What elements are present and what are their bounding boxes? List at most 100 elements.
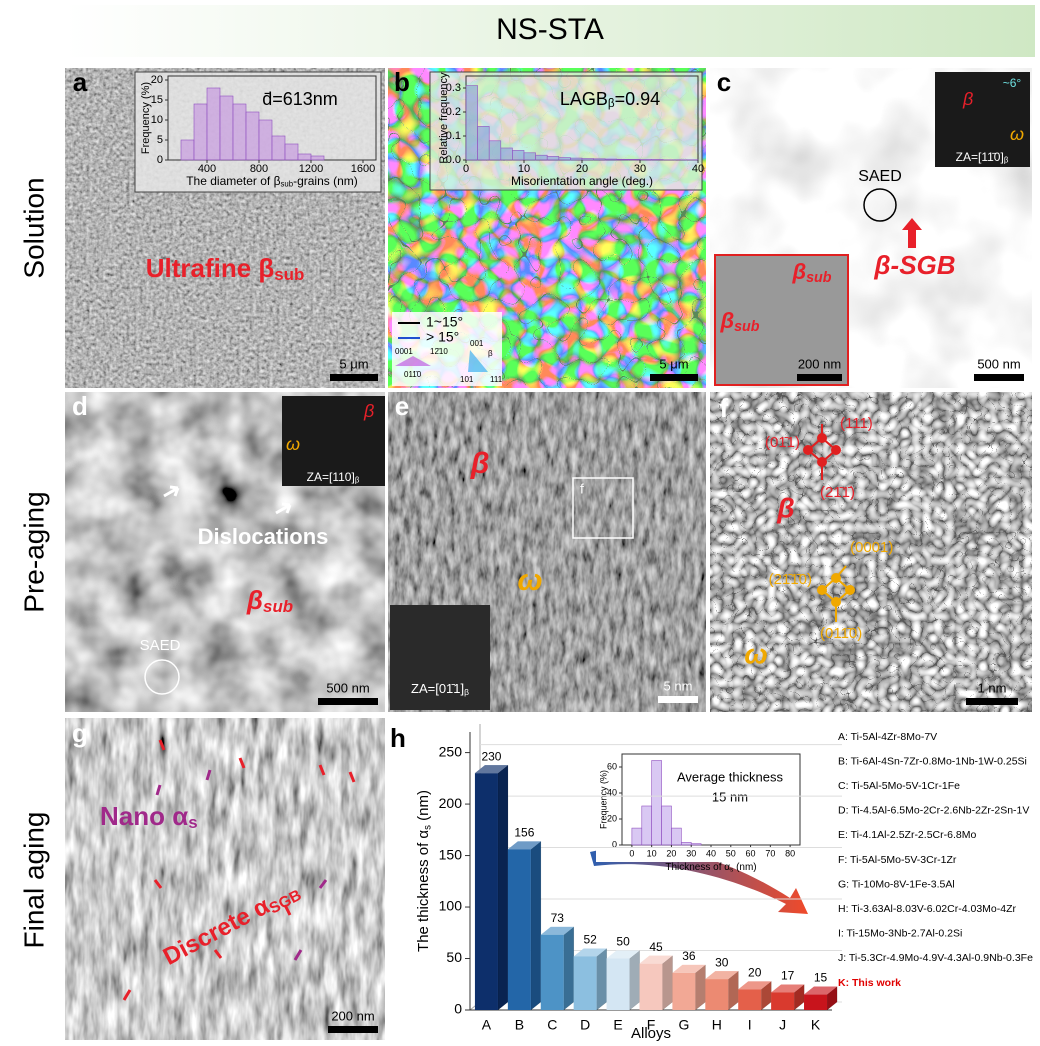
x-tick-label: 40 — [692, 163, 704, 175]
histogram-bar — [488, 140, 502, 161]
x-tick-label: I — [748, 1017, 752, 1033]
x-tick-label: 70 — [765, 848, 775, 858]
bar-top — [738, 981, 772, 990]
bar-top-shade — [705, 971, 739, 980]
bar — [804, 994, 828, 1010]
bar-side-shade — [497, 765, 508, 1010]
x-axis-label: The diameter of βsub-grains (nm) — [186, 174, 358, 189]
scale-bar — [650, 374, 698, 381]
box-label: f — [580, 481, 584, 497]
histogram-bar — [297, 153, 312, 161]
bar — [606, 958, 630, 1010]
x-tick-label: H — [712, 1017, 722, 1033]
panel-letter: c — [717, 67, 731, 97]
alloy-label: A: Ti-5Al-4Zr-8Mo-7V — [838, 731, 937, 743]
ipf-label: 001 — [470, 339, 484, 348]
plane-label: (011̄0) — [820, 625, 862, 642]
y-tick-label: 5 — [157, 134, 163, 146]
subscript: sub — [274, 265, 304, 284]
bar-top-shade — [672, 964, 706, 973]
panel-letter: e — [395, 391, 409, 421]
scale-bar-label: 1 nm — [978, 680, 1007, 695]
subscript: β — [355, 476, 360, 485]
grain-label: βsub — [791, 259, 831, 286]
text-segment: ZA=[11̄0] — [956, 150, 1004, 164]
annotation: Ultrafine βsub — [146, 253, 305, 285]
bar-top-shade — [639, 955, 673, 964]
y-tick-label: 10 — [151, 114, 163, 126]
alloy-label: G: Ti-10Mo-8V-1Fe-3.5Al — [838, 878, 955, 890]
bar-top — [804, 986, 838, 995]
bar — [738, 989, 762, 1010]
y-axis-label: Relative frequency — [438, 72, 450, 164]
value-label: 17 — [781, 969, 795, 983]
x-tick-label: 0 — [463, 163, 469, 175]
bar — [705, 979, 729, 1010]
bar-side-shade — [827, 986, 838, 1010]
subscript: β — [464, 687, 469, 697]
histogram-bar — [558, 157, 571, 161]
annotation: Nano αs — [100, 801, 198, 833]
scale-bar-label: 5 μm — [339, 356, 368, 371]
alloy-label: H: Ti-3.63Al-8.03V-6.02Cr-4.03Mo-4Zr — [838, 903, 1016, 915]
pattern-label: ~6° — [1003, 76, 1022, 90]
subscript: β — [608, 97, 615, 110]
scale-bar — [658, 696, 698, 703]
bar-top-shade — [573, 948, 607, 957]
text-segment: The thickness of α — [415, 830, 432, 952]
text-segment: The diameter of β — [186, 174, 280, 188]
y-tick-label: 20 — [151, 74, 163, 86]
bar-side-shade — [596, 948, 607, 1010]
text-segment: ZA=[110] — [307, 470, 355, 484]
x-tick-label: 50 — [726, 848, 736, 858]
bar-side-shade — [530, 841, 541, 1010]
alloy-label: F: Ti-5Al-5Mo-5V-3Cr-1Zr — [838, 854, 957, 866]
text-segment: (nm) — [415, 790, 432, 825]
text-segment: ZA=[01̄1] — [411, 681, 464, 696]
box-f — [572, 477, 634, 539]
histogram-bar — [681, 842, 692, 846]
ipf-label: β — [488, 349, 493, 358]
x-tick-label: 0 — [629, 848, 634, 858]
y-axis-label: Frequency (%) — [140, 82, 152, 154]
annotation: Dislocations — [198, 524, 329, 549]
ipf-label: 111 — [490, 375, 503, 384]
histogram-bar — [284, 143, 299, 161]
histogram-bar — [631, 827, 643, 846]
legend-label: > 15° — [426, 329, 459, 345]
legend-box-b — [392, 312, 502, 386]
scale-bar — [328, 1026, 378, 1033]
pattern-label: β — [962, 89, 973, 109]
y-tick-label: 40 — [607, 787, 617, 797]
x-tick-label: 60 — [746, 848, 756, 858]
x-tick-label: 10 — [647, 848, 657, 858]
x-tick-label: 20 — [576, 163, 588, 175]
phase-label: β — [470, 447, 490, 480]
y-tick-label: 250 — [439, 743, 463, 759]
value-label: 30 — [715, 955, 729, 969]
alloy-label: J: Ti-5.3Cr-4.9Mo-4.9V-4.3Al-0.9Nb-0.3Fe — [838, 952, 1033, 964]
x-tick-label: F — [647, 1017, 656, 1033]
scale-bar-label: 200 nm — [331, 1008, 374, 1023]
pattern-label: ω — [1010, 124, 1024, 144]
x-tick-label: J — [779, 1017, 786, 1033]
saed-circle — [863, 188, 897, 222]
bar — [672, 972, 696, 1010]
x-tick-label: D — [580, 1017, 590, 1033]
alloy-label: B: Ti-6Al-4Sn-7Zr-0.8Mo-1Nb-1W-0.25Si — [838, 755, 1027, 767]
alloy-label: E: Ti-4.1Al-2.5Zr-2.5Cr-6.8Mo — [838, 829, 976, 841]
histogram-bar — [523, 152, 536, 161]
y-tick-label: 15 — [151, 94, 163, 106]
bar — [507, 849, 531, 1010]
bar-top — [639, 955, 673, 964]
histogram-bar — [604, 158, 618, 161]
zone-axis: ZA=[110]β — [307, 470, 360, 485]
bar-top — [507, 841, 541, 850]
bar-side-shade — [563, 926, 574, 1010]
histogram-bar — [477, 126, 490, 161]
bar-top — [573, 948, 607, 957]
histogram-bar — [570, 157, 583, 161]
histogram-bar — [219, 95, 234, 161]
text-segment: =0.94 — [615, 89, 661, 109]
